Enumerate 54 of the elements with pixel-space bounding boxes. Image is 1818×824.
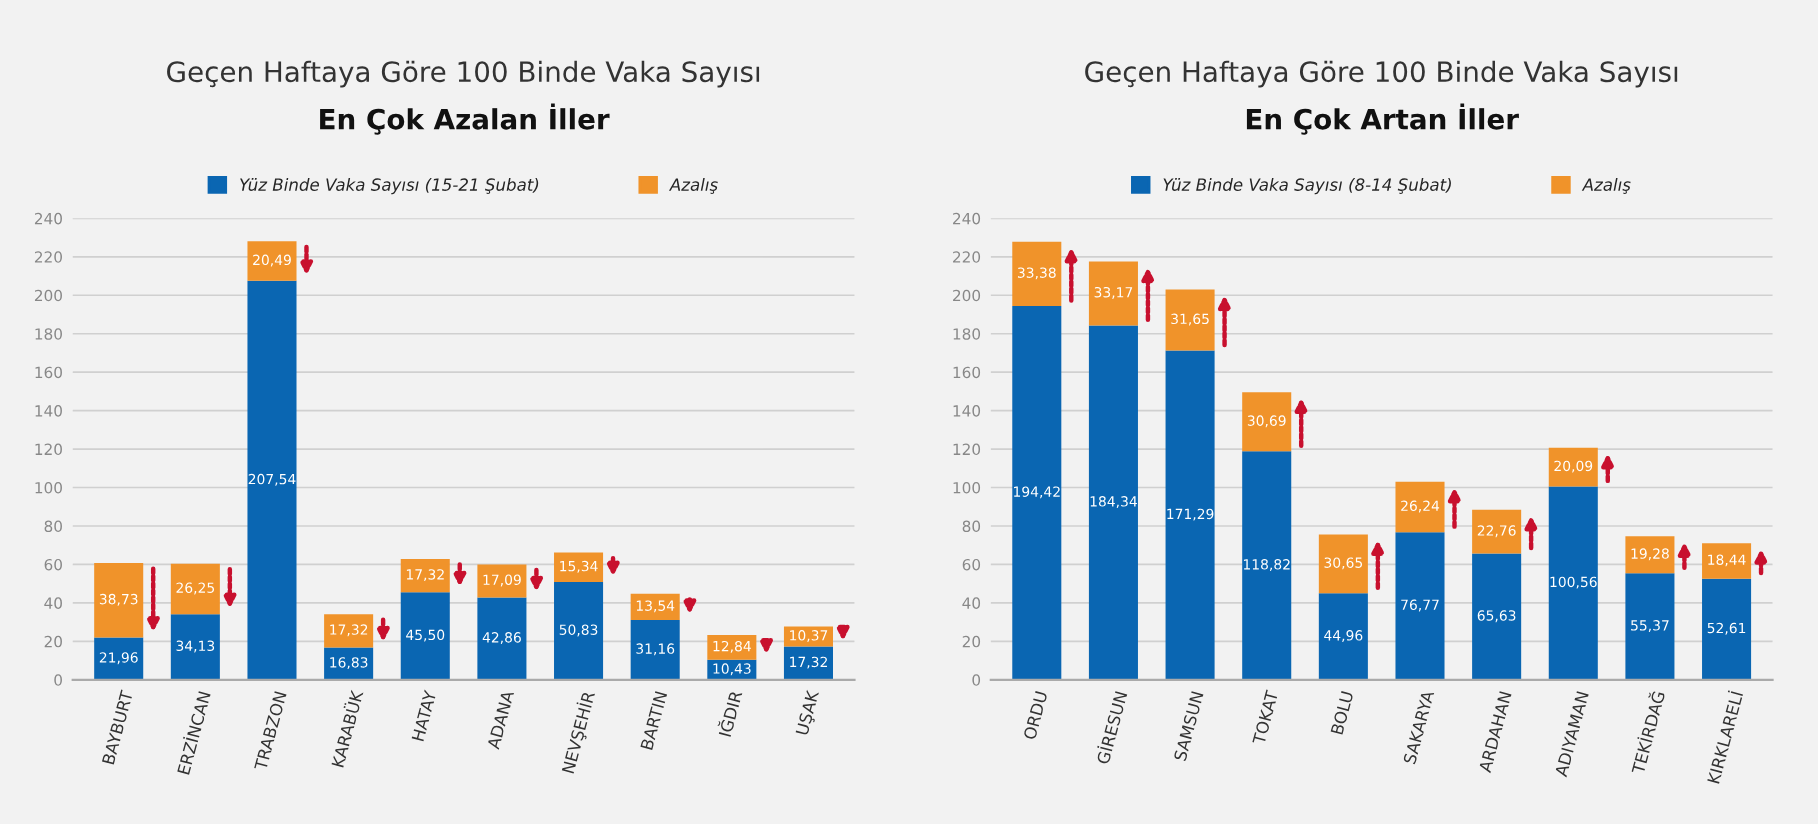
bar — [170, 614, 220, 680]
bar — [1395, 481, 1445, 533]
chart-subtitle: En Çok Artan İller — [1246, 103, 1519, 135]
chart-title: Geçen Haftaya Göre 100 Binde Vaka Sayısı — [167, 60, 760, 88]
bar — [170, 563, 220, 615]
bar — [94, 563, 144, 638]
bar — [630, 593, 680, 620]
x-tick-label: BOLU — [1330, 691, 1354, 735]
bar — [630, 619, 680, 680]
bar — [554, 552, 604, 583]
bar — [1472, 509, 1522, 554]
bar — [1088, 261, 1138, 326]
bar — [1472, 553, 1522, 680]
bar — [477, 597, 527, 680]
bar — [1012, 241, 1062, 306]
bar — [1165, 350, 1215, 680]
chart-title: Geçen Haftaya Göre 100 Binde Vaka Sayısı — [1085, 60, 1678, 88]
bar — [554, 582, 604, 680]
bar — [1318, 534, 1368, 594]
bar — [1318, 593, 1368, 680]
bar — [324, 614, 374, 648]
bar — [1242, 451, 1292, 680]
bar — [783, 646, 833, 680]
bar — [324, 647, 374, 680]
bar — [1012, 306, 1062, 680]
bar — [1702, 543, 1752, 579]
bar — [1165, 289, 1215, 351]
bar — [1702, 578, 1752, 680]
bar — [400, 592, 450, 680]
legend-label: Azalış — [668, 178, 718, 194]
bar — [1395, 532, 1445, 680]
x-tick-label: UŞAK — [795, 689, 822, 737]
bar — [1625, 573, 1675, 680]
bar — [1242, 392, 1292, 452]
bar — [247, 241, 297, 281]
x-tick-label: HATAY — [411, 689, 437, 742]
bar — [1548, 447, 1598, 487]
chart-subtitle: En Çok Azalan İller — [320, 103, 610, 135]
legend-label: Azalış — [1581, 178, 1631, 194]
bar — [1088, 325, 1138, 680]
legend-label: Yüz Binde Vaka Sayısı (8-14 Şubat) — [1163, 178, 1451, 195]
legend-label: Yüz Binde Vaka Sayısı (15-21 Şubat) — [240, 178, 539, 195]
x-tick-label: ORDU — [1023, 691, 1048, 740]
x-tick-label: IĞDIR — [715, 689, 743, 737]
x-tick-label: BARTIN — [640, 691, 668, 750]
bar — [247, 280, 297, 680]
bar — [477, 564, 527, 598]
bar — [400, 559, 450, 593]
bar — [707, 635, 757, 660]
bar — [1548, 486, 1598, 680]
bar — [94, 637, 144, 680]
x-tick-label: ADANA — [486, 689, 514, 750]
bar — [1625, 536, 1675, 574]
x-tick-label: TOKAT — [1252, 689, 1279, 746]
